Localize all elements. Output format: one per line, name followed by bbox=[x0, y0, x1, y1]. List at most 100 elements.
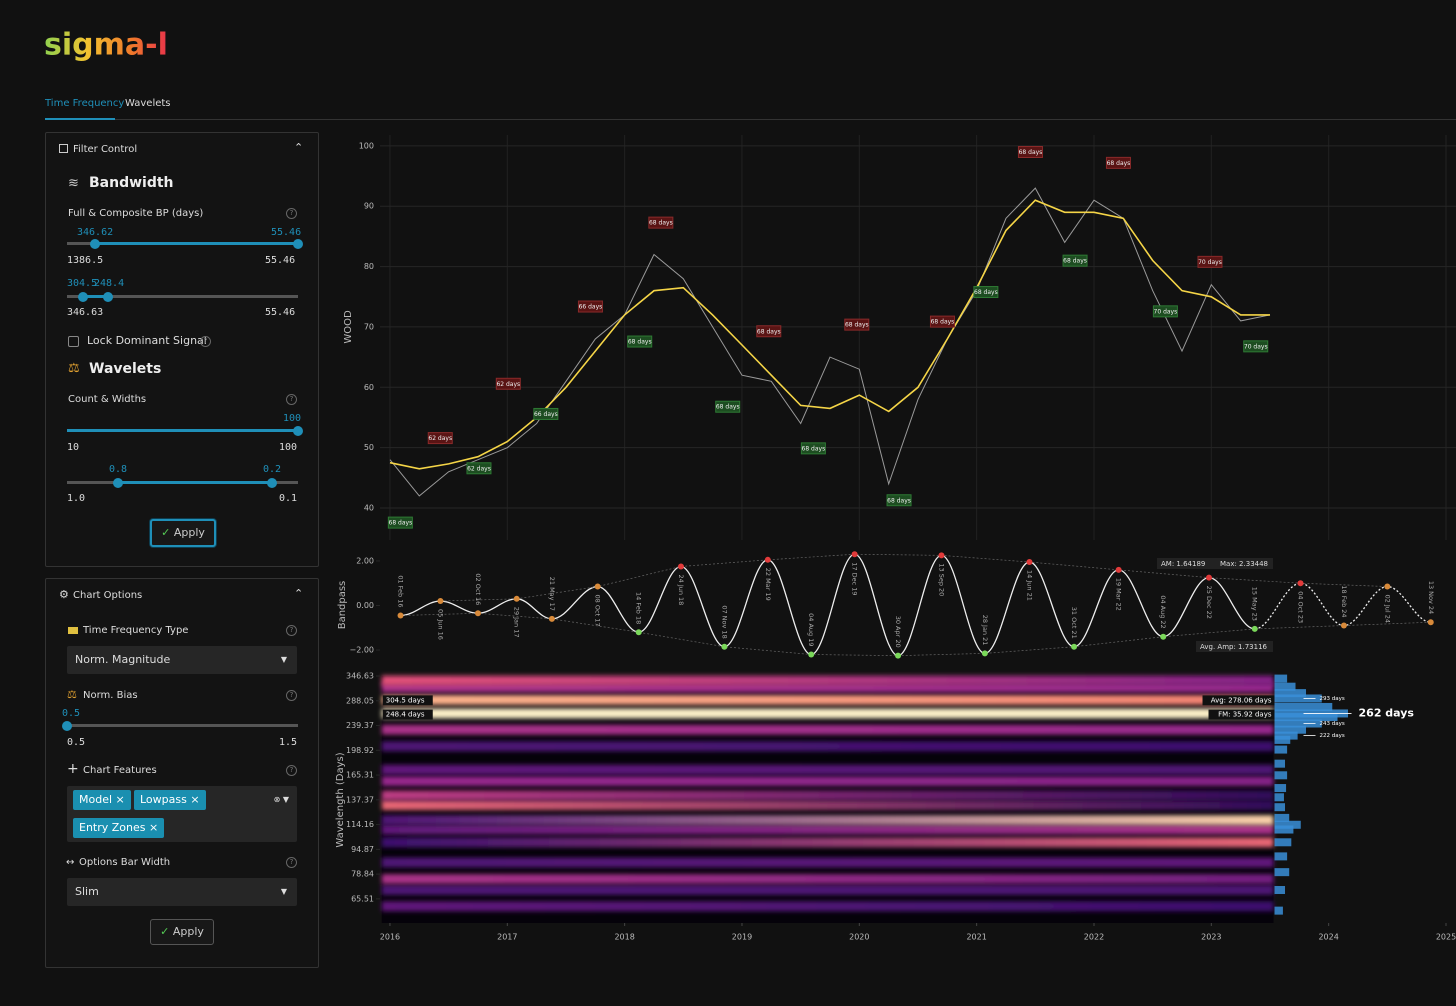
help-icon[interactable]: ? bbox=[286, 394, 297, 405]
extremum-marker bbox=[895, 652, 902, 659]
extremum-marker bbox=[1071, 643, 1078, 650]
y-axis-label: Bandpass bbox=[337, 581, 348, 630]
y-tick-label: 114.16 bbox=[346, 820, 374, 829]
y-tick-label: 239.37 bbox=[346, 721, 374, 730]
apply-button[interactable]: ✓ Apply bbox=[150, 919, 214, 945]
help-icon[interactable]: ? bbox=[286, 857, 297, 868]
date-label: 29 Jan 17 bbox=[513, 607, 521, 638]
dropdown[interactable]: Slim ▼ bbox=[67, 878, 297, 906]
extremum-marker bbox=[1251, 625, 1258, 632]
x-tick-label: 2018 bbox=[614, 933, 634, 942]
checkbox-label: Lock Dominant Signal bbox=[87, 334, 207, 347]
spectrum-bar bbox=[1274, 784, 1287, 793]
date-label: 08 Oct 17 bbox=[594, 595, 602, 627]
cycle-marker bbox=[427, 432, 453, 445]
slider-knob[interactable] bbox=[293, 426, 303, 436]
heat-band bbox=[381, 885, 1274, 896]
spectrum-bar bbox=[1274, 803, 1286, 812]
dropdown[interactable]: Norm. Magnitude ▼ bbox=[67, 646, 297, 674]
slider-knob[interactable] bbox=[103, 292, 113, 302]
extremum-marker bbox=[1205, 574, 1212, 581]
date-label: 13 Sep 20 bbox=[937, 563, 945, 596]
slider-knob[interactable] bbox=[90, 239, 100, 249]
slider-knob[interactable] bbox=[62, 721, 72, 731]
help-icon[interactable]: ? bbox=[286, 208, 297, 219]
cycle-marker bbox=[627, 335, 653, 348]
apply-button[interactable]: ✓ Apply bbox=[150, 519, 216, 547]
date-label: 31 Oct 21 bbox=[1070, 607, 1078, 639]
slider-fill bbox=[83, 295, 108, 298]
slider-value: 0.8 bbox=[109, 464, 128, 475]
dropdown-value: Slim bbox=[75, 885, 99, 898]
slider-knob[interactable] bbox=[78, 292, 88, 302]
slider-max: 55.46 bbox=[265, 255, 296, 266]
cycle-marker-label: 70 days bbox=[1154, 308, 1178, 315]
date-label: 07 Nov 18 bbox=[720, 605, 728, 638]
button-label: Apply bbox=[173, 526, 205, 539]
date-label: 17 Dec 19 bbox=[851, 562, 859, 595]
help-icon[interactable]: ? bbox=[286, 625, 297, 636]
y-tick-label: 198.92 bbox=[346, 746, 374, 755]
x-tick-label: 2021 bbox=[966, 933, 986, 942]
width-icon: ↔ bbox=[66, 857, 75, 868]
heat-band bbox=[381, 837, 1274, 848]
extremum-marker bbox=[1026, 559, 1033, 566]
heat-band bbox=[381, 815, 1274, 826]
checkbox[interactable] bbox=[68, 336, 79, 347]
spectrum-bar bbox=[1274, 759, 1286, 768]
x-tick-label: 2017 bbox=[497, 933, 517, 942]
extremum-marker bbox=[764, 556, 771, 563]
collapse-chevron[interactable]: ⌃ bbox=[294, 587, 304, 600]
x-tick-label: 2024 bbox=[1318, 933, 1338, 942]
y-tick-label: 94.87 bbox=[351, 845, 374, 854]
cycle-marker-label: 68 days bbox=[974, 289, 998, 296]
feature-chip[interactable]: Model × bbox=[73, 790, 131, 810]
date-label: 02 Jul 24 bbox=[1383, 595, 1391, 624]
help-icon[interactable]: ? bbox=[200, 336, 211, 347]
cycle-marker bbox=[1017, 146, 1043, 159]
slider-knob[interactable] bbox=[293, 239, 303, 249]
spectrum-bar bbox=[1274, 745, 1288, 754]
heat-band bbox=[381, 682, 1274, 693]
y-tick-label: 346.63 bbox=[346, 672, 374, 681]
slider-knob[interactable] bbox=[267, 478, 277, 488]
date-label: 05 Jun 16 bbox=[436, 609, 444, 640]
feature-chip[interactable]: Entry Zones × bbox=[73, 818, 165, 838]
price-line bbox=[389, 187, 1271, 497]
bandwidth-icon: ≋ bbox=[68, 176, 79, 191]
spectrum-bar bbox=[1274, 793, 1284, 802]
spectrum-bar bbox=[1274, 719, 1322, 728]
feature-chip[interactable]: Lowpass × bbox=[134, 790, 206, 810]
date-label: 04 Oct 23 bbox=[1297, 591, 1305, 623]
cycle-marker-label: 66 days bbox=[579, 304, 603, 311]
tab[interactable]: Wavelets bbox=[125, 98, 171, 109]
amplitude-annotation: Max: 2.33448 bbox=[1220, 560, 1268, 568]
y-tick-label: 65.51 bbox=[351, 894, 374, 903]
heat-band bbox=[381, 800, 1274, 811]
section-heading: Wavelets bbox=[89, 361, 162, 377]
gear-icon: ⚙ bbox=[59, 588, 69, 601]
help-icon[interactable]: ? bbox=[286, 690, 297, 701]
extremum-marker bbox=[1384, 583, 1391, 590]
tab[interactable]: Time Frequency bbox=[45, 98, 125, 109]
type-icon bbox=[68, 627, 78, 634]
slider-min: 1386.5 bbox=[67, 255, 104, 266]
check-icon: ✓ bbox=[160, 925, 173, 938]
slider-fill bbox=[95, 242, 298, 245]
spectrum-bar bbox=[1274, 674, 1288, 683]
heat-band bbox=[381, 776, 1274, 787]
annotation-box bbox=[1196, 641, 1273, 652]
collapse-chevron[interactable]: ⌃ bbox=[294, 141, 304, 154]
slider-min: 10 bbox=[67, 442, 80, 453]
help-icon[interactable]: ? bbox=[286, 765, 297, 776]
chip-label: Entry Zones bbox=[79, 821, 146, 834]
amplitude-annotation: Avg. Amp: 1.73116 bbox=[1200, 643, 1268, 651]
cycle-marker bbox=[756, 325, 782, 338]
cycle-marker-label: 62 days bbox=[467, 465, 491, 472]
slider-knob[interactable] bbox=[113, 478, 123, 488]
extremum-marker bbox=[677, 563, 684, 570]
date-label: 04 Aug 22 bbox=[1159, 595, 1167, 628]
spectrum-label: 243 days bbox=[1320, 721, 1345, 727]
